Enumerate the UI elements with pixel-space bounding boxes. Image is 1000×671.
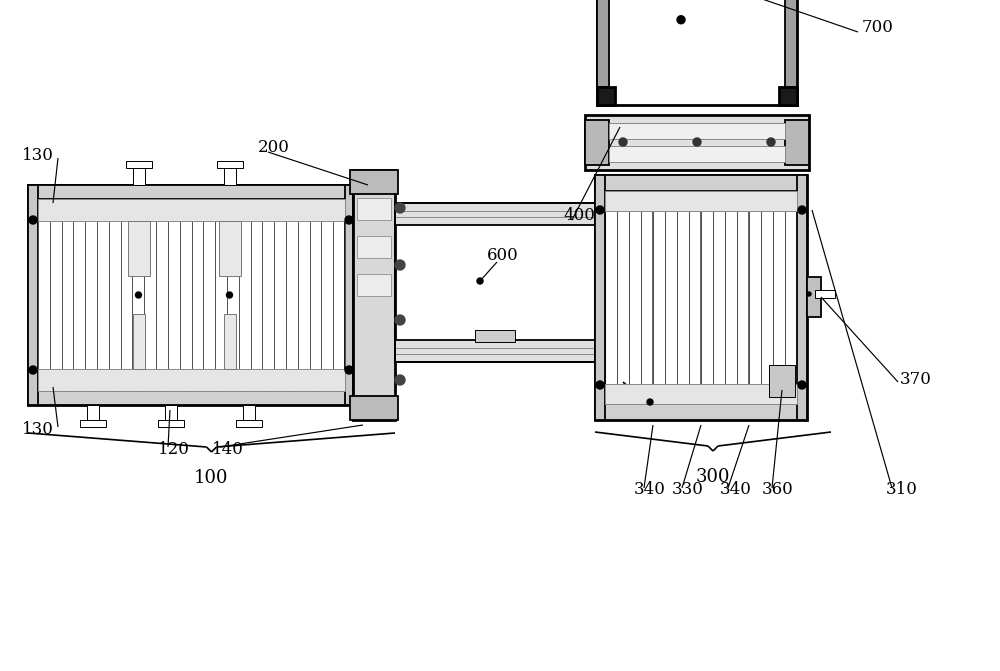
Bar	[597, 87, 615, 105]
Circle shape	[477, 278, 483, 284]
Bar	[815, 290, 835, 298]
Circle shape	[395, 315, 405, 325]
Text: 400: 400	[563, 207, 595, 223]
Bar	[785, 0, 797, 87]
Bar	[605, 191, 797, 211]
Bar	[769, 365, 795, 397]
Bar	[236, 420, 262, 427]
Circle shape	[226, 292, 232, 298]
Circle shape	[767, 138, 775, 146]
Circle shape	[798, 381, 806, 389]
Bar	[609, 123, 785, 139]
Bar	[585, 115, 809, 170]
Bar	[357, 274, 391, 296]
Circle shape	[29, 366, 37, 374]
Text: 370: 370	[900, 372, 932, 389]
Bar	[28, 185, 353, 405]
Text: 100: 100	[194, 469, 229, 487]
Bar	[595, 175, 807, 191]
Circle shape	[395, 203, 405, 213]
Bar	[28, 391, 353, 405]
Bar	[475, 330, 515, 342]
Circle shape	[647, 399, 653, 405]
Bar	[350, 396, 398, 420]
Text: 300: 300	[696, 468, 730, 486]
Bar	[807, 277, 821, 317]
Text: 140: 140	[212, 442, 244, 458]
Circle shape	[619, 138, 627, 146]
Bar	[785, 120, 809, 165]
Text: 120: 120	[158, 442, 190, 458]
Bar	[345, 185, 353, 405]
Bar	[128, 221, 150, 276]
Bar	[350, 170, 398, 194]
Text: 330: 330	[672, 482, 704, 499]
Bar	[28, 185, 38, 405]
Circle shape	[395, 260, 405, 270]
Text: 600: 600	[487, 246, 519, 264]
Bar	[595, 404, 807, 420]
Text: 700: 700	[862, 19, 894, 36]
Text: 200: 200	[258, 140, 290, 156]
Bar	[357, 236, 391, 258]
Circle shape	[596, 381, 604, 389]
Bar	[132, 163, 144, 185]
Bar	[779, 87, 797, 105]
Text: 310: 310	[886, 482, 918, 499]
Bar	[224, 163, 236, 185]
Circle shape	[395, 375, 405, 385]
Text: 130: 130	[22, 146, 54, 164]
Bar	[357, 198, 391, 220]
Bar	[87, 405, 99, 427]
Bar	[395, 340, 595, 362]
Bar	[797, 175, 807, 420]
Bar	[224, 314, 236, 369]
Bar	[38, 199, 345, 221]
Bar	[218, 221, 240, 276]
Circle shape	[29, 216, 37, 224]
Bar	[132, 314, 144, 369]
Bar	[38, 369, 345, 391]
Text: 360: 360	[762, 482, 794, 499]
Circle shape	[136, 292, 142, 298]
Bar	[158, 420, 184, 427]
Bar	[243, 405, 255, 427]
Circle shape	[345, 216, 353, 224]
Bar	[585, 120, 609, 165]
Bar	[216, 161, 242, 168]
Bar	[595, 175, 807, 420]
Circle shape	[596, 206, 604, 214]
Text: 340: 340	[634, 482, 666, 499]
Bar	[165, 405, 177, 427]
Circle shape	[807, 292, 811, 296]
Bar	[595, 175, 605, 420]
Text: 130: 130	[22, 421, 54, 439]
Circle shape	[677, 15, 685, 23]
Bar	[28, 185, 353, 199]
Text: 340: 340	[720, 482, 752, 499]
Bar	[353, 170, 395, 420]
Bar	[605, 384, 797, 404]
Bar	[609, 146, 785, 162]
Circle shape	[798, 206, 806, 214]
Circle shape	[693, 138, 701, 146]
Bar	[597, 0, 797, 105]
Bar	[126, 161, 152, 168]
Circle shape	[345, 366, 353, 374]
Bar	[395, 203, 595, 225]
Bar	[80, 420, 106, 427]
Bar	[597, 0, 609, 87]
